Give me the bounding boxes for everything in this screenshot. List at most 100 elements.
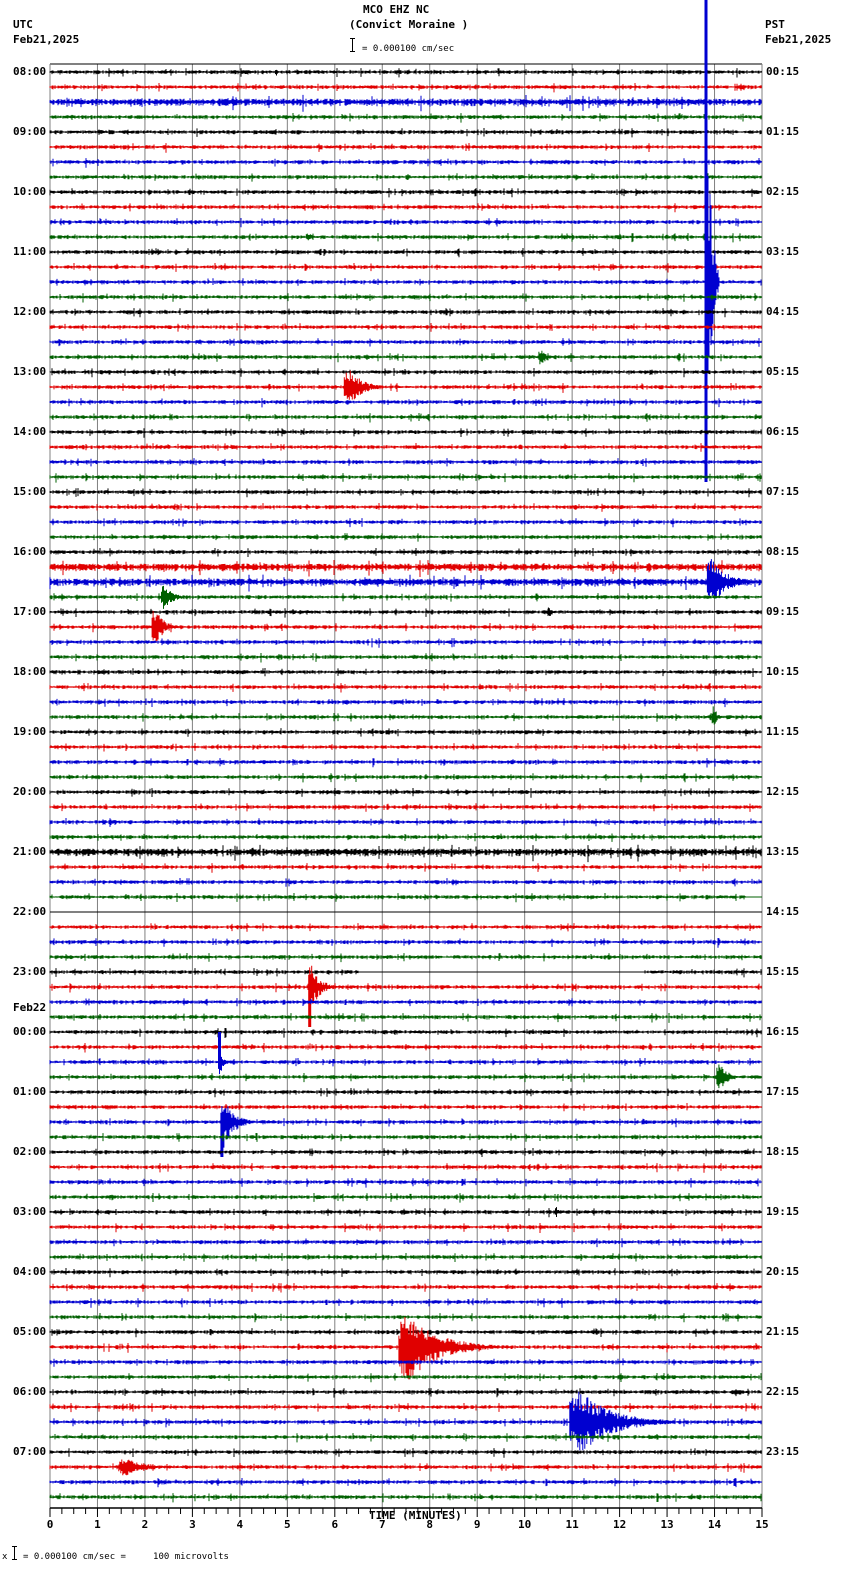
- trace-row-89: [49, 1403, 762, 1413]
- trace-row-27: [49, 473, 762, 483]
- trace-row-28: [49, 488, 762, 498]
- trace-row-32: [49, 548, 762, 557]
- utc-hour-label: 13:00: [13, 365, 47, 378]
- trace-row-19: [49, 350, 762, 365]
- utc-hour-label: 04:00: [13, 1265, 47, 1278]
- trace-row-88: [49, 1388, 762, 1398]
- trace-row-63: [49, 1013, 762, 1023]
- svg-text:9: 9: [474, 1518, 481, 1531]
- utc-hour-label: 19:00: [13, 725, 47, 738]
- utc-hour-label: 02:00: [13, 1145, 47, 1158]
- trace-row-34: [49, 559, 762, 599]
- trace-row-4: [49, 128, 762, 138]
- svg-text:0: 0: [47, 1518, 54, 1531]
- trace-row-43: [49, 706, 762, 725]
- trace-row-18: [49, 338, 762, 347]
- scale-label: = 0.000100 cm/sec: [362, 44, 455, 54]
- trace-row-73: [49, 1163, 762, 1173]
- trace-row-79: [49, 1253, 762, 1262]
- pst-hour-label: 20:15: [766, 1265, 800, 1278]
- trace-row-30: [49, 518, 762, 528]
- pst-hour-label: 11:15: [766, 725, 800, 738]
- trace-row-51: [49, 833, 762, 842]
- trace-row-85: [49, 1316, 762, 1380]
- utc-hour-label: 06:00: [13, 1385, 47, 1398]
- scale-bar-icon: [350, 38, 355, 52]
- trace-row-87: [49, 1373, 762, 1383]
- pst-hour-label: 10:15: [766, 665, 800, 678]
- left-timezone: UTC: [13, 18, 33, 31]
- pst-hour-label: 02:15: [766, 185, 800, 198]
- trace-row-41: [49, 683, 762, 693]
- pst-hour-label: 05:15: [766, 365, 800, 378]
- trace-row-61: [49, 965, 762, 1027]
- utc-hour-label: 11:00: [13, 245, 47, 258]
- trace-row-58: [49, 938, 762, 948]
- svg-text:3: 3: [189, 1518, 196, 1531]
- trace-row-90: [49, 1391, 762, 1451]
- utc-hour-label: 10:00: [13, 185, 47, 198]
- pst-hour-label: 00:15: [766, 65, 800, 78]
- trace-row-81: [49, 1283, 762, 1293]
- footer-scale-bar-icon: [12, 1546, 17, 1560]
- site-name: (Convict Moraine ): [349, 18, 469, 31]
- utc-hour-label: 17:00: [13, 605, 47, 618]
- pst-hour-label: 22:15: [766, 1385, 800, 1398]
- svg-text:11: 11: [566, 1518, 580, 1531]
- trace-row-47: [49, 773, 762, 783]
- pst-hour-label: 12:15: [766, 785, 800, 798]
- trace-row-16: [49, 308, 762, 318]
- pst-hour-label: 14:15: [766, 905, 800, 918]
- trace-row-26: [49, 458, 762, 467]
- pst-hour-label: 17:15: [766, 1085, 800, 1098]
- pst-hour-label: 03:15: [766, 245, 800, 258]
- trace-row-53: [49, 863, 762, 873]
- trace-row-33: [49, 560, 762, 577]
- trace-row-60: [49, 968, 762, 978]
- svg-text:15: 15: [755, 1518, 768, 1531]
- trace-row-92: [49, 1448, 762, 1458]
- svg-text:12: 12: [613, 1518, 626, 1531]
- trace-row-22: [49, 398, 762, 408]
- utc-hour-label: 23:00: [13, 965, 47, 978]
- footer-scale-label: = 0.000100 cm/sec = 100 microvolts: [23, 1552, 229, 1562]
- pst-hour-label: 06:15: [766, 425, 800, 438]
- pst-hour-label: 08:15: [766, 545, 800, 558]
- trace-row-94: [49, 1478, 762, 1488]
- trace-row-40: [49, 668, 762, 677]
- trace-row-21: [49, 370, 762, 400]
- trace-row-76: [49, 1207, 762, 1218]
- trace-row-55: [49, 893, 762, 903]
- trace-row-71: [49, 1133, 762, 1142]
- svg-text:14: 14: [708, 1518, 722, 1531]
- trace-row-95: [49, 1493, 762, 1503]
- trace-row-52: [49, 844, 762, 863]
- utc-hour-label: 01:00: [13, 1085, 47, 1098]
- trace-row-37: [49, 610, 762, 643]
- utc-hour-label: 03:00: [13, 1205, 47, 1218]
- pst-hour-label: 13:15: [766, 845, 800, 858]
- trace-row-0: [49, 68, 762, 78]
- utc-hour-label: 14:00: [13, 425, 47, 438]
- pst-hour-label: 15:15: [766, 965, 800, 978]
- trace-row-29: [49, 503, 762, 512]
- right-date: Feb21,2025: [765, 33, 832, 46]
- svg-text:10: 10: [518, 1518, 531, 1531]
- station-title: MCO EHZ NC: [363, 3, 430, 16]
- trace-row-42: [49, 698, 762, 708]
- trace-row-31: [49, 533, 762, 542]
- trace-row-77: [49, 1223, 762, 1233]
- svg-text:4: 4: [237, 1518, 244, 1531]
- trace-row-93: [49, 1459, 762, 1476]
- trace-row-62: [49, 998, 762, 1007]
- trace-row-64: [49, 1028, 762, 1038]
- trace-row-39: [49, 653, 762, 663]
- trace-row-12: [49, 248, 762, 258]
- trace-row-8: [49, 188, 762, 198]
- trace-row-57: [49, 923, 762, 932]
- svg-text:2: 2: [142, 1518, 149, 1531]
- trace-row-54: [49, 878, 762, 887]
- svg-text:5: 5: [284, 1518, 291, 1531]
- utc-hour-label: 16:00: [13, 545, 47, 558]
